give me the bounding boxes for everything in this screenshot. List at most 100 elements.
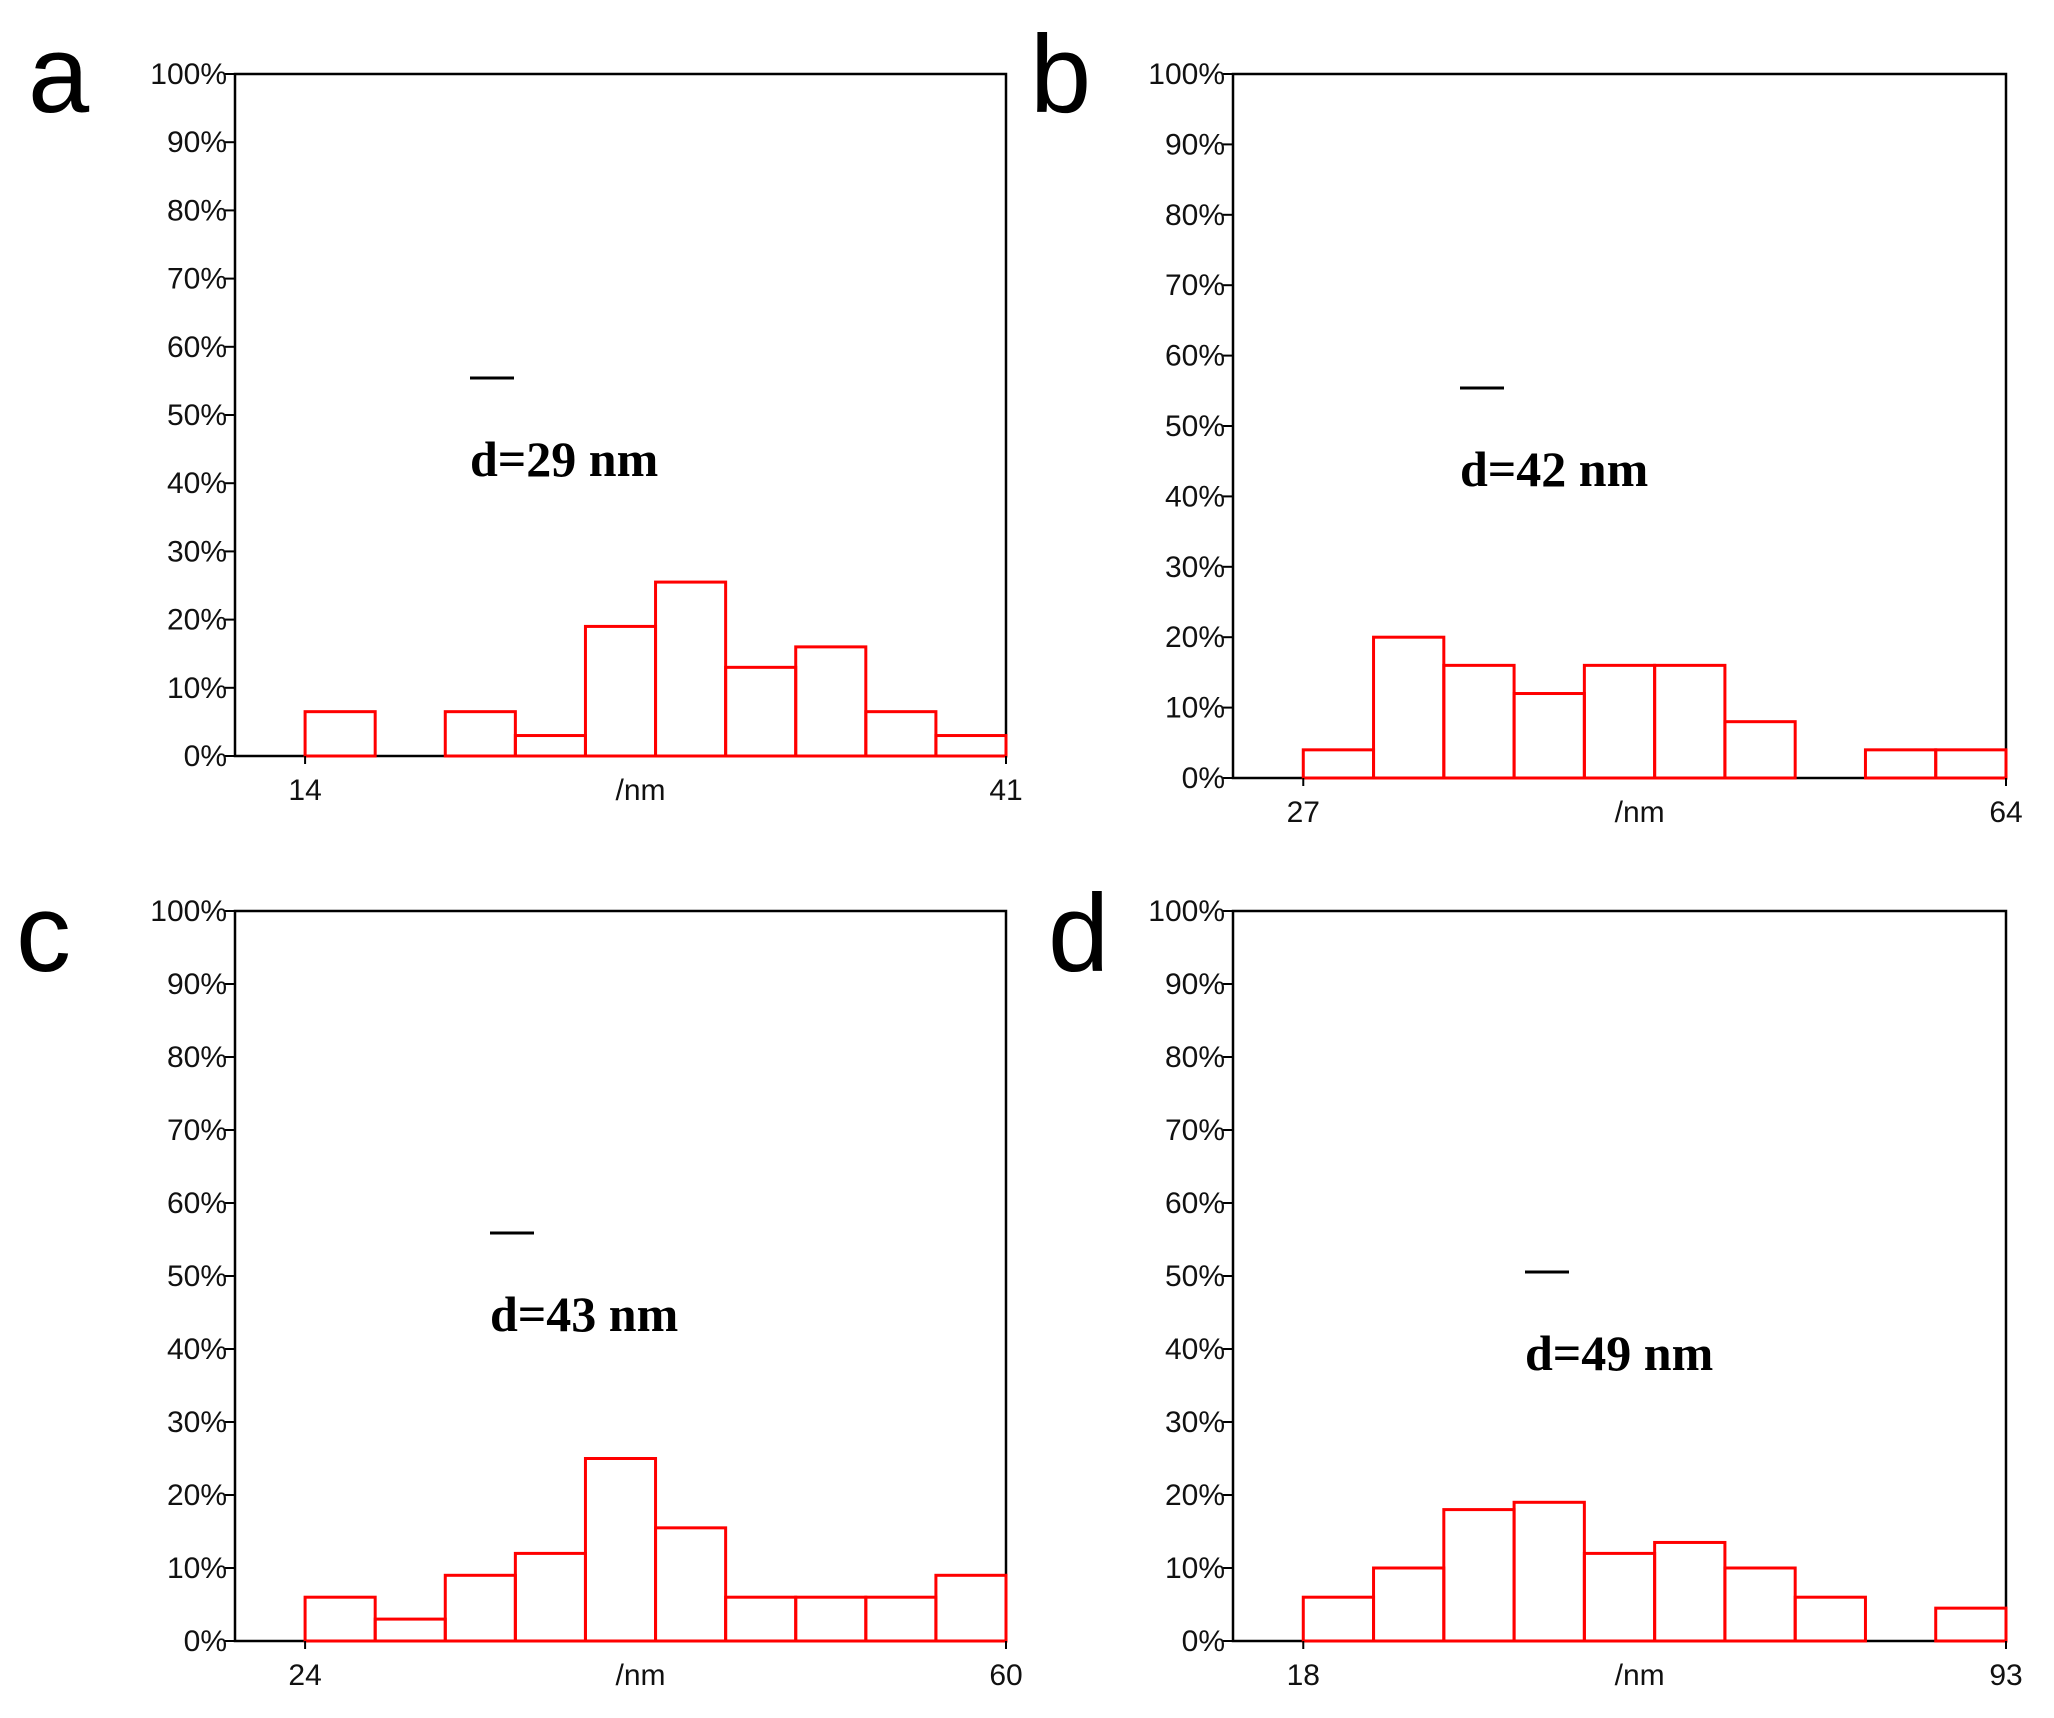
panel-label-a: a: [28, 13, 90, 136]
y-tick-label: 100%: [150, 895, 227, 928]
y-tick-label: 90%: [1165, 968, 1225, 1001]
y-tick-label: 100%: [1148, 895, 1225, 928]
y-tick-label: 70%: [167, 1114, 227, 1147]
histogram-bar: [934, 1573, 1008, 1643]
histogram-chart-b: 0% 10% 20% 30% 40% 50% 60% 70% 80% 90% 100% 27 64/nm…: [1148, 58, 2022, 829]
histogram-bar: [303, 1595, 377, 1643]
histogram-bar: [654, 1526, 728, 1643]
histogram-bar: [1301, 748, 1376, 780]
x-tick-label: 64: [1989, 796, 2022, 829]
mean-diameter-label: d=49 nm: [1525, 1325, 1713, 1381]
histogram-bar: [864, 710, 938, 758]
histogram-panel-a: a 0% 10% 20% 30% 40% 50% 60% 70% 80% 90% 100% 14 41 /…: [0, 0, 1027, 859]
histogram-bar: [583, 1457, 658, 1643]
histogram-bar: [1723, 720, 1797, 780]
histogram-panel-b: b 0% 10% 20% 30% 40% 50% 60% 70% 80% 90% 100% 27 64 /…: [1000, 0, 2027, 859]
histogram-bar: [1653, 663, 1727, 780]
y-tick-label: 40%: [167, 467, 227, 500]
histogram-panel-c: c 0% 10% 20% 30% 40% 50% 60% 70% 80% 90% 100% 24 60 /…: [0, 859, 1027, 1718]
y-tick-label: 10%: [1165, 1552, 1225, 1585]
histogram-chart-c: 0% 10% 20% 30% 40% 50% 60% 70% 80% 90% 100% 24 60/nm…: [150, 895, 1022, 1692]
x-axis-label: /nm: [1615, 796, 1665, 829]
x-axis-label: /nm: [616, 774, 666, 807]
plot-frame: [233, 72, 1008, 758]
panel-label-d: d: [1048, 872, 1110, 995]
y-tick-label: 60%: [167, 1187, 227, 1220]
histogram-bar: [794, 1595, 868, 1643]
histogram-chart-d: 0% 10% 20% 30% 40% 50% 60% 70% 80% 90% 100% 18 93/nm…: [1148, 895, 2022, 1692]
plot-frame: [1231, 909, 2008, 1643]
histogram-bar: [1512, 692, 1586, 780]
y-tick-label: 0%: [184, 1625, 227, 1658]
histogram-bar: [1301, 1595, 1376, 1643]
y-tick-label: 100%: [1148, 58, 1225, 91]
histogram-bar: [583, 624, 658, 758]
y-tick-label: 90%: [167, 126, 227, 159]
histogram-bar: [1934, 1606, 2008, 1643]
y-tick-label: 30%: [1165, 1406, 1225, 1439]
y-tick-label: 60%: [167, 331, 227, 364]
y-tick-label: 30%: [1165, 551, 1225, 584]
y-tick-label: 50%: [167, 1260, 227, 1293]
histogram-bar: [934, 734, 1008, 758]
histogram-chart-a: 0% 10% 20% 30% 40% 50% 60% 70% 80% 90% 100% 14 41/nm…: [150, 58, 1022, 807]
y-tick-label: 90%: [167, 968, 227, 1001]
histogram-bar: [443, 1573, 517, 1643]
mean-diameter-label: d=29 nm: [470, 431, 658, 487]
y-tick-label: 20%: [167, 604, 227, 637]
x-axis-label: /nm: [616, 1659, 666, 1692]
histogram-bar: [1653, 1540, 1727, 1643]
histogram-bar: [1582, 1551, 1657, 1643]
histogram-bar: [373, 1617, 447, 1643]
y-tick-label: 80%: [167, 1041, 227, 1074]
y-tick-label: 70%: [167, 263, 227, 296]
y-tick-label: 10%: [1165, 692, 1225, 725]
histogram-bar: [794, 645, 868, 758]
y-tick-label: 10%: [167, 672, 227, 705]
y-tick-label: 50%: [1165, 410, 1225, 443]
histogram-bar: [1934, 748, 2008, 780]
histogram-bar: [303, 710, 377, 758]
y-tick-label: 80%: [1165, 199, 1225, 232]
y-tick-label: 20%: [1165, 621, 1225, 654]
x-tick-label: 41: [989, 774, 1022, 807]
y-tick-label: 10%: [167, 1552, 227, 1585]
x-axis-label: /nm: [1615, 1659, 1665, 1692]
y-tick-label: 30%: [167, 535, 227, 568]
x-tick-label: 27: [1287, 796, 1320, 829]
histogram-bar: [864, 1595, 938, 1643]
y-tick-label: 100%: [150, 58, 227, 91]
histogram-bar: [1372, 1566, 1446, 1643]
y-tick-label: 20%: [167, 1479, 227, 1512]
y-tick-label: 60%: [1165, 340, 1225, 373]
y-tick-label: 0%: [1182, 762, 1225, 795]
histogram-bar: [1372, 635, 1446, 780]
y-tick-label: 80%: [167, 194, 227, 227]
y-tick-label: 70%: [1165, 1114, 1225, 1147]
histogram-bar: [1793, 1595, 1867, 1643]
mean-diameter-label: d=43 nm: [490, 1286, 678, 1342]
mean-diameter-label: d=42 nm: [1460, 441, 1648, 497]
y-tick-label: 30%: [167, 1406, 227, 1439]
histogram-bar: [724, 1595, 798, 1643]
y-tick-label: 80%: [1165, 1041, 1225, 1074]
histogram-bar: [513, 1551, 587, 1643]
y-tick-label: 40%: [167, 1333, 227, 1366]
y-tick-label: 90%: [1165, 128, 1225, 161]
y-tick-label: 50%: [167, 399, 227, 432]
x-tick-label: 93: [1989, 1659, 2022, 1692]
plot-frame: [233, 909, 1008, 1643]
y-tick-label: 0%: [184, 740, 227, 773]
histogram-bar: [513, 734, 587, 758]
histogram-bar: [1863, 748, 1938, 780]
y-tick-label: 40%: [1165, 480, 1225, 513]
histogram-bar: [1582, 663, 1657, 780]
histogram-bar: [1442, 1508, 1516, 1643]
histogram-panel-d: d 0% 10% 20% 30% 40% 50% 60% 70% 80% 90% 100% 18 93 /…: [1000, 859, 2027, 1718]
y-tick-label: 50%: [1165, 1260, 1225, 1293]
y-tick-label: 40%: [1165, 1333, 1225, 1366]
y-tick-label: 20%: [1165, 1479, 1225, 1512]
histogram-bar: [654, 580, 728, 758]
x-tick-label: 18: [1287, 1659, 1320, 1692]
x-tick-label: 60: [989, 1659, 1022, 1692]
